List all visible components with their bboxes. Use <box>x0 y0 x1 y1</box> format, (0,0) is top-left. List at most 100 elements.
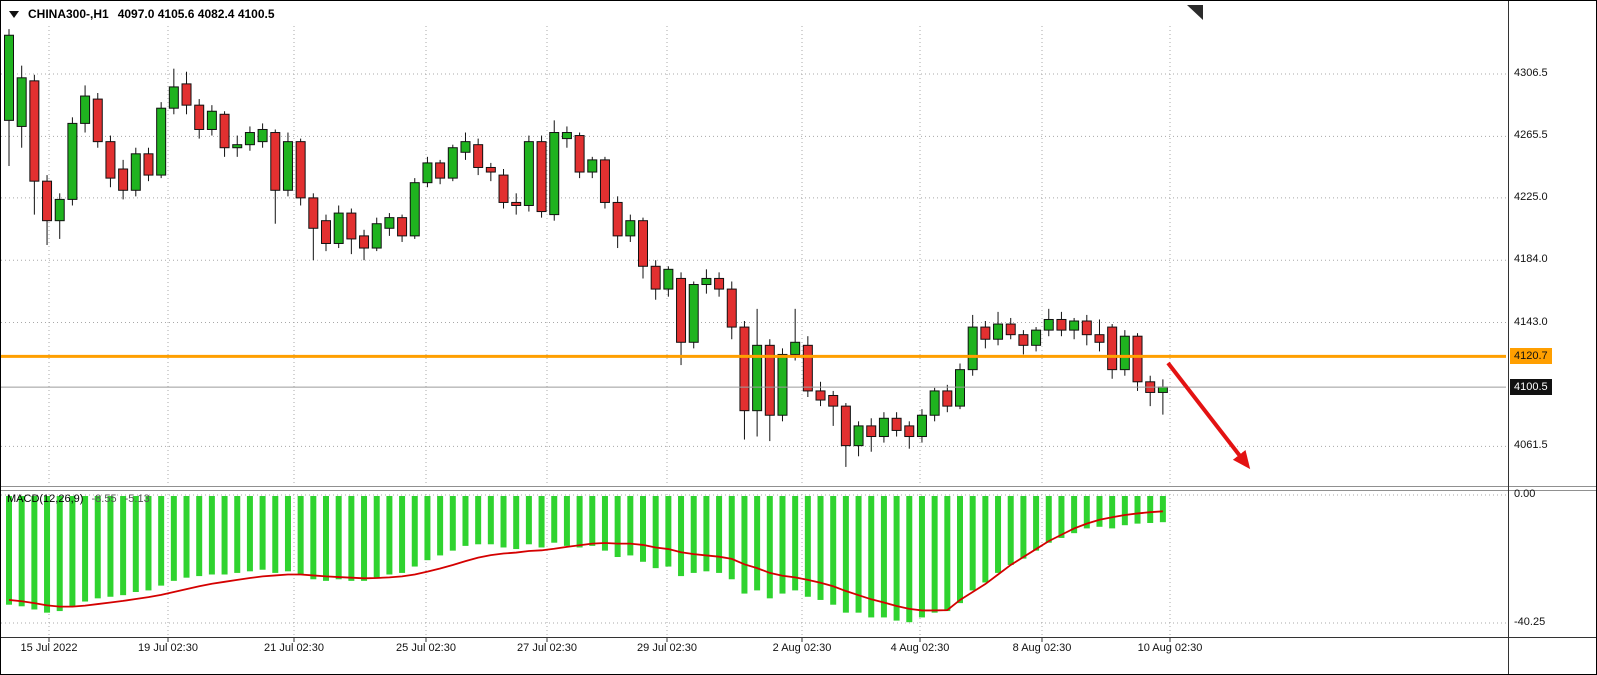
macd-histogram-bar <box>284 496 291 572</box>
macd-histogram-bar <box>1045 496 1052 543</box>
bear-candle <box>828 394 839 407</box>
bull-candle <box>523 141 534 206</box>
macd-histogram-bar <box>880 496 887 618</box>
macd-histogram-bar <box>500 496 507 548</box>
macd-histogram-bar <box>792 496 799 591</box>
macd-name: MACD(12,26,9) <box>7 493 84 505</box>
bull-candle <box>384 217 395 229</box>
bull-candle <box>67 122 78 200</box>
macd-histogram-bar <box>246 496 253 572</box>
macd-histogram-bar <box>145 496 152 591</box>
bull-candle <box>4 34 14 121</box>
bear-candle <box>1094 334 1105 343</box>
time-axis[interactable]: 15 Jul 2022 19 Jul 02:30 21 Jul 02:30 25 Ju… <box>1 642 1596 662</box>
bear-candle <box>638 220 648 267</box>
bull-candle <box>1043 318 1054 331</box>
bull-candle <box>701 277 712 286</box>
time-axis-label: 21 Jul 02:30 <box>264 642 324 654</box>
macd-histogram-bar <box>551 496 558 543</box>
bull-candle <box>1031 329 1042 346</box>
macd-histogram-bar <box>323 496 329 581</box>
bull-candle <box>130 153 141 191</box>
macd-histogram-bar <box>855 496 862 613</box>
bull-candle <box>878 417 889 438</box>
bear-candle <box>574 135 585 173</box>
time-axis-label: 4 Aug 02:30 <box>890 642 950 654</box>
macd-histogram-bar <box>957 496 963 604</box>
time-axis-label: 25 Jul 02:30 <box>396 642 456 654</box>
macd-histogram-bar <box>868 496 875 618</box>
macd-signal-line <box>8 510 1163 612</box>
bear-candle <box>815 390 826 401</box>
macd-histogram-bar <box>18 496 25 607</box>
time-axis-label: 19 Jul 02:30 <box>138 642 198 654</box>
macd-histogram-bar <box>589 496 596 546</box>
price-axis-label: 4265.5 <box>1514 129 1548 142</box>
bull-candle <box>561 132 572 140</box>
bull-candle <box>993 323 1004 340</box>
bull-candle <box>777 353 788 416</box>
bear-candle <box>143 153 154 176</box>
macd-histogram-bar <box>411 496 418 567</box>
macd-histogram-bar <box>56 496 63 612</box>
bear-candle <box>181 83 192 106</box>
macd-histogram-bar <box>120 496 127 596</box>
chart-overlays <box>1 5 1506 470</box>
bull-candle <box>16 77 27 127</box>
bear-candle <box>1081 320 1092 336</box>
bear-candle <box>1056 318 1067 331</box>
bull-candle <box>257 128 268 143</box>
macd-histogram-bar <box>703 496 710 572</box>
macd-histogram-bar <box>259 496 266 570</box>
macd-histogram-bar <box>208 496 215 575</box>
candle-series <box>4 29 1168 467</box>
price-axis-label: 4061.5 <box>1514 439 1548 452</box>
macd-histogram-bar <box>1147 496 1154 523</box>
macd-histogram-bar <box>1159 496 1166 523</box>
macd-histogram-bar <box>830 496 837 605</box>
bear-candle <box>802 344 813 392</box>
bear-candle <box>726 288 737 328</box>
chart-shift-end-marker[interactable] <box>1187 5 1203 20</box>
bear-candle <box>105 141 116 179</box>
resistance-price-tag: 4120.7 <box>1510 348 1552 365</box>
macd-histogram-bar <box>487 496 494 545</box>
macd-histogram-bar <box>31 496 38 610</box>
bull-candle <box>1119 335 1130 371</box>
bull-candle <box>409 182 420 237</box>
bull-candle <box>853 425 864 447</box>
macd-histogram-bar <box>538 496 545 548</box>
symbol-label: CHINA300-,H1 <box>28 7 109 21</box>
gridlines <box>1 26 1506 637</box>
macd-histogram-bar <box>513 496 520 550</box>
macd-histogram-bar <box>1134 496 1141 524</box>
bull-candle <box>156 107 167 176</box>
macd-histogram-bar <box>297 496 304 575</box>
macd-histogram-bar <box>741 496 748 594</box>
price-axis-label: 4143.0 <box>1514 315 1548 328</box>
time-axis-label: 2 Aug 02:30 <box>772 642 832 654</box>
bear-candle <box>194 104 205 130</box>
macd-histogram-bar <box>1033 496 1040 551</box>
bear-candle <box>536 141 547 213</box>
macd-histogram-bar <box>652 496 659 569</box>
macd-histogram-bar <box>107 496 114 597</box>
time-axis-label: 10 Aug 02:30 <box>1137 642 1203 654</box>
macd-histogram-bar <box>1020 496 1027 559</box>
trend-arrow-annotation[interactable] <box>1166 361 1251 470</box>
macd-histogram-bar <box>766 496 773 599</box>
bear-candle <box>485 166 496 173</box>
bull-candle <box>1157 386 1168 393</box>
bull-candle <box>447 147 458 179</box>
macd-histogram-bar <box>183 496 190 578</box>
bear-candle <box>1107 326 1118 371</box>
bull-candle <box>916 414 927 438</box>
bear-candle <box>219 113 230 149</box>
price-axis[interactable]: 4306.5 4265.5 4225.0 4184.0 4143.0 4061.5 <box>1509 1 1596 674</box>
macd-histogram-bar <box>310 496 317 580</box>
time-axis-label: 29 Jul 02:30 <box>637 642 697 654</box>
macd-panel <box>6 496 1166 623</box>
bull-candle <box>232 144 243 149</box>
